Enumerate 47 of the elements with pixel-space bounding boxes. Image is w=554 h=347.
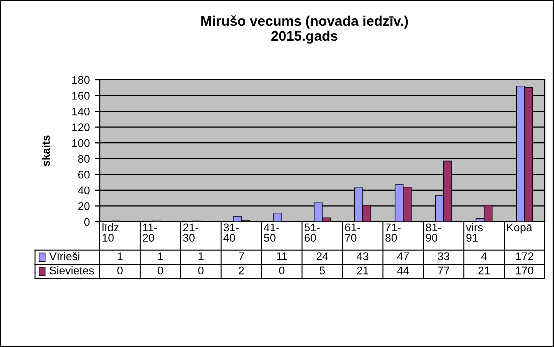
y-tick-label: 40 <box>78 186 90 195</box>
data-label: 170 <box>516 266 534 275</box>
x-tick-label: Kopā <box>507 224 533 234</box>
x-tick-label: 11-20 <box>143 224 158 242</box>
data-label: 1 <box>198 252 204 260</box>
y-tick-label: 0 <box>84 218 90 226</box>
y-tick-label: 100 <box>72 139 90 148</box>
legend-label: Vīrieši <box>49 252 80 260</box>
x-tick-label: 71-80 <box>386 224 401 242</box>
data-label: 0 <box>158 266 164 275</box>
y-tick-label: 20 <box>78 202 90 210</box>
data-label: 7 <box>239 252 244 260</box>
legend-label: Sievietes <box>50 266 94 275</box>
y-tick-label: 140 <box>72 108 90 116</box>
data-label: 21 <box>478 266 490 275</box>
data-label: 2 <box>239 266 244 275</box>
x-tick-label: līdz 10 <box>102 223 119 242</box>
x-tick-label: 51-60 <box>304 224 320 242</box>
y-tick-label: 60 <box>78 170 90 179</box>
data-label: 0 <box>279 266 285 275</box>
data-label: 33 <box>438 252 450 260</box>
data-label: 4 <box>481 252 488 260</box>
x-tick-label: virs 91 <box>466 223 483 242</box>
data-label: 0 <box>198 266 204 275</box>
data-label: 11 <box>277 252 288 260</box>
data-label: 172 <box>516 252 534 260</box>
data-label: 5 <box>320 266 326 275</box>
x-tick-label: 31-40 <box>224 224 239 242</box>
data-label: 77 <box>438 266 450 275</box>
x-tick-label: 21-30 <box>183 224 198 242</box>
data-label: 24 <box>316 252 328 260</box>
data-label: 21 <box>357 266 369 275</box>
y-tick-label: 160 <box>72 92 90 100</box>
y-tick-label: 80 <box>78 155 90 164</box>
data-label: 44 <box>397 266 410 275</box>
data-label: 43 <box>357 252 369 260</box>
data-label: 1 <box>158 252 164 260</box>
x-tick-label: 61-70 <box>345 224 360 242</box>
y-axis-title: skaits <box>42 136 50 166</box>
data-label: 47 <box>397 252 410 260</box>
chart-title: Mirušo vecums (novada iedzīv.) 2015.gads <box>202 16 408 44</box>
data-label: 1 <box>118 252 123 260</box>
y-tick-label: 180 <box>72 76 90 84</box>
x-tick-label: 81-90 <box>426 224 442 242</box>
y-tick-label: 120 <box>72 124 90 132</box>
data-label: 0 <box>118 266 123 275</box>
x-tick-label: 41-50 <box>264 224 280 242</box>
